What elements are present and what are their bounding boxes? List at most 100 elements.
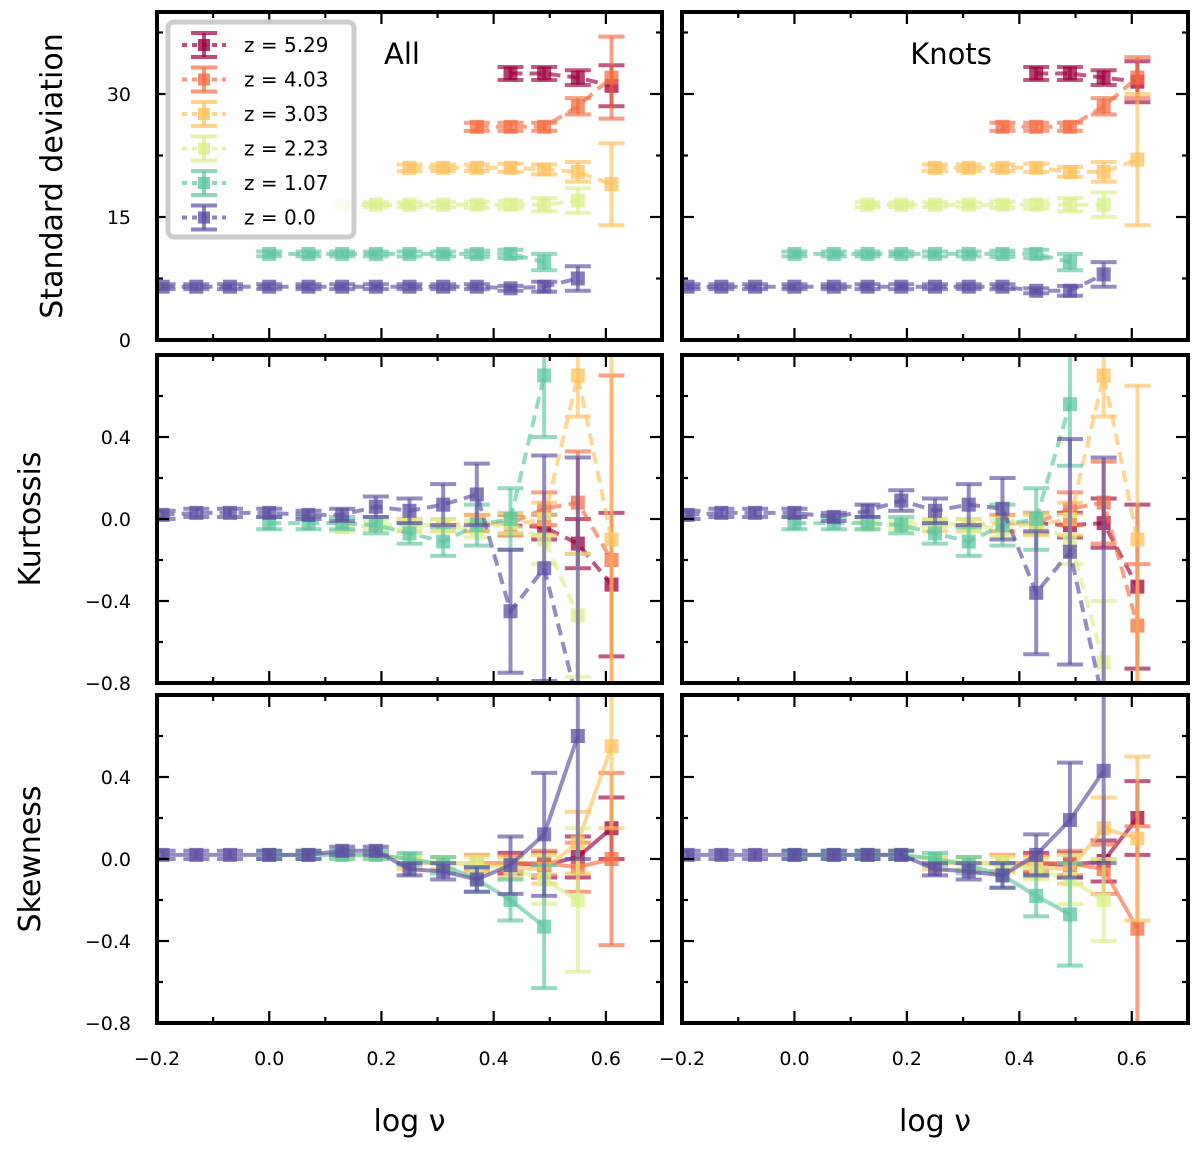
series-0.0-point — [402, 279, 417, 294]
series-0.0-point — [748, 279, 763, 294]
legend-entry: z = 1.07 — [182, 169, 329, 197]
series-4.03-line — [476, 76, 613, 129]
series-5.29-point — [570, 70, 585, 85]
series-0.0-point — [894, 493, 909, 508]
series-3.03-point — [604, 532, 619, 547]
series-0.0-point — [301, 507, 316, 522]
series-5.29-point — [537, 66, 552, 81]
series-5.29-point — [503, 66, 518, 81]
series-5.29-point — [1062, 66, 1077, 81]
series-5.29-line — [1036, 521, 1140, 588]
series-1.07-point — [503, 512, 518, 526]
series-0.0-point — [537, 827, 552, 842]
legend: z = 5.29 z = 4.03 z = 3.03 z = 2.23 z = 1.07… — [165, 19, 357, 240]
series-0.0-point — [928, 503, 942, 518]
series-0.0-point — [995, 868, 1010, 883]
series-1.07-point — [826, 246, 841, 261]
series-0.0-point — [469, 279, 484, 294]
series-0.0-point — [402, 862, 417, 877]
series-0.0-point — [222, 279, 237, 294]
series-3.03-point — [1096, 368, 1111, 383]
series-0.0-point — [368, 499, 383, 514]
series-3.03-point — [995, 160, 1010, 175]
series-0.0-point — [503, 858, 518, 873]
series-1.07-point — [787, 246, 802, 261]
series-3.03-point — [1130, 532, 1145, 547]
series-1.07-point — [368, 518, 383, 533]
series-1.07-point — [894, 246, 909, 261]
legend-label: z = 4.03 — [244, 68, 329, 92]
series-1.07-point — [928, 526, 942, 541]
panel-frame — [155, 353, 664, 685]
series-3.03-point — [469, 160, 484, 175]
series-0.0-point — [262, 505, 277, 520]
data-group — [157, 34, 625, 296]
x-tick-label: 0.0 — [779, 1048, 809, 1070]
series-0.0-point — [961, 279, 976, 294]
series-5.29-line — [510, 71, 612, 88]
series-2.23-point — [1096, 197, 1111, 212]
series-0.0-point — [1029, 847, 1044, 862]
series-2.23-point — [1062, 197, 1077, 212]
series-0.0-point — [961, 497, 976, 512]
series-0.0-point — [222, 505, 237, 520]
series-4.03-line — [1002, 500, 1140, 627]
series-4.03-point — [1062, 119, 1077, 134]
series-0.0-point — [682, 279, 695, 294]
series-0.0-point — [826, 847, 841, 862]
series-0.0-point — [537, 279, 552, 294]
series-4.03-point — [469, 119, 484, 134]
series-0.0-point — [1096, 763, 1111, 778]
y-axis-label: Kurtossis — [13, 452, 48, 587]
series-1.07-point — [928, 246, 942, 261]
series-1.07-point — [995, 246, 1010, 261]
series-2.23-point — [860, 197, 875, 212]
x-tick-label: 0.4 — [1004, 1048, 1034, 1070]
x-tick-label: −0.2 — [134, 1048, 180, 1070]
legend-entry: z = 3.03 — [182, 100, 329, 128]
y-axis-label: Standard deviation — [35, 33, 70, 318]
x-tick-label: 0.0 — [254, 1048, 284, 1070]
series-2.23-point — [1096, 893, 1111, 907]
series-1.07-point — [537, 368, 552, 383]
series-1.07-point — [860, 246, 875, 261]
series-1.07-point — [1029, 888, 1044, 903]
series-0.0-point — [189, 847, 204, 862]
legend-label: z = 0.0 — [244, 206, 316, 230]
series-0.0-point — [961, 864, 976, 879]
legend-marker — [198, 39, 210, 51]
series-1.07-point — [537, 255, 552, 270]
panel-frame — [680, 353, 1190, 685]
series-1.07-point — [469, 246, 484, 261]
series-1.07-point — [436, 534, 451, 549]
series-0.0-point — [1029, 585, 1044, 600]
data-group — [682, 55, 1151, 298]
series-3.03-point — [928, 160, 942, 175]
series-1.07-point — [961, 534, 976, 549]
series-1.07-point — [860, 516, 875, 531]
series-0.0-point — [436, 497, 451, 512]
series-1.07-point — [368, 246, 383, 261]
series-0.0-point — [1062, 813, 1077, 828]
y-tick-label: 0.0 — [101, 509, 131, 531]
series-4.03-point — [1096, 99, 1111, 114]
series-1.07-point — [961, 246, 976, 261]
series-2.23-point — [1029, 197, 1044, 212]
series-5.29-line — [1036, 71, 1138, 84]
series-3.03-point — [402, 160, 417, 175]
series-0.0-point — [787, 847, 802, 862]
series-1.07-point — [537, 919, 552, 934]
legend-entry: z = 4.03 — [182, 65, 329, 94]
series-2.23-point — [469, 197, 484, 212]
series-0.0-point — [402, 503, 417, 518]
series-2.23-point — [894, 197, 909, 212]
series-0.0-point — [335, 279, 350, 294]
series-4.03-point — [1130, 921, 1145, 936]
series-1.07-point — [335, 246, 350, 261]
series-1.07-point — [503, 893, 518, 907]
y-tick-label: −0.4 — [85, 591, 131, 613]
panel-skewness-all: −0.8 −0.4 0.0 0.4 Skewness −0.2 0.0 0.2 0.4 0.6 lo… — [13, 693, 664, 1139]
series-0.0-point — [436, 279, 451, 294]
series-0.0-point — [368, 279, 383, 294]
